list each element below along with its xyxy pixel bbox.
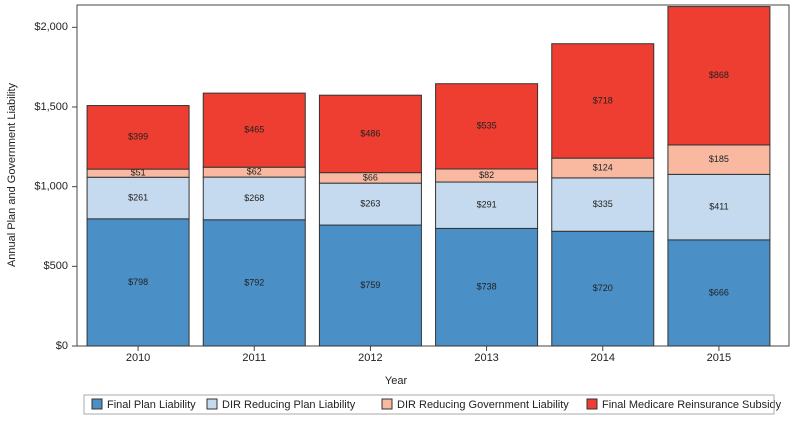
bar-segment: [551, 230, 655, 347]
bar-segment: [318, 182, 422, 226]
value-label: $666: [709, 287, 729, 297]
value-label: $399: [128, 132, 148, 142]
legend-frame: [83, 394, 775, 415]
value-label: $51: [131, 168, 146, 178]
x-tick-label: 2015: [707, 352, 731, 364]
value-label: $792: [244, 277, 264, 287]
value-label: $465: [244, 125, 264, 135]
value-label: $261: [128, 192, 148, 202]
bar-segment: [667, 173, 771, 241]
value-label: $335: [593, 199, 613, 209]
y-tick-label: $0: [56, 340, 68, 352]
value-label: $185: [709, 154, 729, 164]
value-label: $720: [593, 283, 613, 293]
legend-label: DIR Reducing Government Liability: [397, 399, 569, 411]
x-tick-label: 2012: [358, 352, 382, 364]
bar-segment: [202, 92, 306, 168]
value-label: $868: [709, 70, 729, 80]
bar-segment: [202, 176, 306, 221]
legend-label: Final Plan Liability: [107, 399, 196, 411]
value-label: $411: [709, 202, 728, 212]
legend-swatch: [586, 398, 598, 410]
value-label: $62: [247, 167, 262, 177]
value-label: $268: [244, 193, 264, 203]
bar-segment: [435, 227, 539, 347]
legend-label: Final Medicare Reinsurance Subsidy: [602, 399, 782, 411]
bar-segment: [551, 43, 655, 159]
y-tick-label: $500: [44, 260, 68, 272]
x-tick-label: 2013: [474, 352, 498, 364]
value-label: $798: [128, 277, 148, 287]
bar-segment: [435, 181, 539, 229]
legend-label: DIR Reducing Plan Liability: [222, 399, 356, 411]
bar-segment: [318, 224, 422, 347]
bar-segment: [435, 83, 539, 170]
bar-segment: [667, 144, 771, 175]
bar-segment: [86, 105, 190, 170]
plot-frame: [76, 4, 790, 347]
bar-segment: [667, 6, 771, 146]
x-tick-label: 2010: [126, 352, 150, 364]
legend-swatch: [381, 398, 393, 410]
bar-segment: [551, 177, 655, 232]
x-axis-title: Year: [385, 375, 408, 387]
y-tick-label: $2,000: [34, 21, 68, 33]
value-label: $759: [360, 280, 380, 290]
value-label: $66: [363, 172, 378, 182]
bar-segment: [667, 239, 771, 347]
value-label: $291: [477, 200, 497, 210]
bar-segment: [86, 176, 190, 220]
bar-segment: [202, 219, 306, 347]
value-label: $718: [593, 95, 613, 105]
y-tick-label: $1,500: [34, 101, 68, 113]
x-tick-label: 2011: [242, 352, 266, 364]
x-tick-label: 2014: [591, 352, 615, 364]
value-label: $486: [360, 128, 380, 138]
bar-segment: [318, 94, 422, 174]
legend-swatch: [206, 398, 218, 410]
value-label: $535: [477, 121, 497, 131]
value-label: $82: [479, 170, 494, 180]
y-axis-title: Annual Plan and Government Liability: [6, 82, 18, 267]
legend-swatch: [91, 398, 103, 410]
y-tick-label: $1,000: [34, 181, 68, 193]
value-label: $738: [477, 282, 497, 292]
value-label: $263: [360, 198, 380, 208]
value-label: $124: [593, 162, 613, 172]
